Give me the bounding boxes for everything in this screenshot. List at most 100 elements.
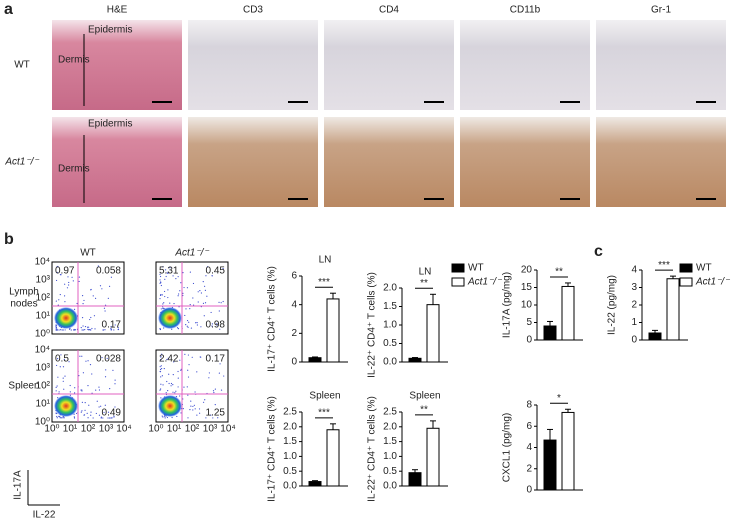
x-tick-label: 10³	[99, 424, 114, 435]
y-tick-label: 1.0	[283, 451, 297, 462]
bar	[427, 428, 439, 486]
event-dot	[183, 408, 184, 409]
y-tick-label: 5	[526, 317, 532, 328]
event-dot	[205, 290, 206, 291]
chart-title: LN	[319, 255, 332, 266]
y-tick-label: 3	[631, 282, 637, 293]
y-tick-label: 0	[526, 485, 532, 496]
event-dot	[204, 315, 205, 316]
y-tick-label: 10²	[36, 293, 51, 304]
event-dot	[205, 302, 206, 303]
event-dot	[74, 417, 75, 418]
stain-label: Gr-1	[651, 5, 671, 16]
histology-image	[324, 20, 454, 110]
histology-image	[188, 117, 318, 207]
event-dot	[91, 328, 92, 329]
significance: **	[420, 278, 428, 289]
event-dot	[195, 322, 196, 323]
event-dot	[71, 329, 72, 330]
event-dot	[162, 294, 163, 295]
event-dot	[182, 272, 183, 273]
event-dot	[160, 397, 161, 398]
event-dot	[109, 286, 110, 287]
chart-title: LN	[419, 267, 432, 278]
bar	[309, 358, 321, 362]
event-dot	[219, 310, 220, 311]
event-dot	[223, 375, 224, 376]
event-dot	[114, 383, 115, 384]
legend-swatch	[452, 264, 464, 272]
event-dot	[211, 312, 212, 313]
event-dot	[180, 412, 181, 413]
event-dot	[223, 301, 224, 302]
y-tick-label: 4	[631, 265, 637, 276]
event-dot	[58, 299, 59, 300]
y-axis-label: IL-22⁺ CD4⁺ T cells (%)	[367, 396, 378, 502]
event-dot	[190, 406, 191, 407]
event-dot	[194, 391, 195, 392]
event-dot	[65, 329, 66, 330]
y-tick-label: 10³	[36, 275, 51, 286]
quadrant-value: 0.45	[206, 266, 226, 277]
event-dot	[82, 303, 83, 304]
bar	[649, 333, 661, 340]
quadrant-value: 0.49	[102, 408, 122, 419]
y-tick-label: 0	[631, 335, 637, 346]
event-dot	[93, 295, 94, 296]
significance: ***	[318, 407, 330, 418]
event-dot	[74, 309, 75, 310]
event-dot	[58, 329, 59, 330]
stain-label: H&E	[107, 5, 128, 16]
event-dot	[87, 385, 88, 386]
event-dot	[167, 297, 168, 298]
histology-image	[324, 117, 454, 207]
y-tick-label: 0.0	[383, 481, 397, 492]
event-dot	[160, 366, 161, 367]
y-tick-label: 2.0	[283, 421, 297, 432]
event-dot	[90, 317, 91, 318]
event-dot	[89, 319, 90, 320]
y-tick-label: 0	[291, 357, 297, 368]
event-dot	[161, 365, 162, 366]
event-dot	[81, 327, 82, 328]
event-dot	[188, 322, 189, 323]
event-dot	[74, 416, 75, 417]
y-tick-label: 1.0	[383, 451, 397, 462]
histology-image	[460, 20, 590, 110]
y-tick-label: 0.5	[283, 466, 297, 477]
event-dot	[95, 298, 96, 299]
y-tick-label: 2	[526, 463, 532, 474]
event-dot	[192, 357, 193, 358]
event-dot	[201, 292, 202, 293]
row-label: WT	[14, 60, 30, 71]
event-dot	[73, 280, 74, 281]
bar	[544, 326, 556, 340]
event-dot	[173, 303, 174, 304]
quadrant-value: 5.31	[159, 266, 179, 277]
event-dot	[198, 301, 199, 302]
event-dot	[60, 417, 61, 418]
event-dot	[199, 290, 200, 291]
x-tick-label: 10³	[203, 424, 218, 435]
event-dot	[68, 282, 69, 283]
event-dot	[187, 287, 188, 288]
y-tick-label: 8	[526, 400, 532, 411]
event-dot	[199, 408, 200, 409]
event-dot	[162, 384, 163, 385]
event-dot	[188, 376, 189, 377]
event-dot	[187, 320, 188, 321]
significance: ***	[318, 277, 330, 288]
column-label: WT	[80, 248, 96, 259]
x-tick-label: 10¹	[63, 424, 78, 435]
event-dot	[184, 315, 185, 316]
event-dot	[91, 289, 92, 290]
x-tick-label: 10²	[185, 424, 200, 435]
event-dot	[76, 413, 77, 414]
event-dot	[85, 326, 86, 327]
y-tick-label: 2.5	[383, 407, 397, 418]
event-dot	[168, 383, 169, 384]
annotation: Dermis	[58, 164, 90, 175]
event-dot	[170, 385, 171, 386]
event-dot	[83, 329, 84, 330]
y-axis-label: IL-22 (pg/mg)	[607, 275, 618, 335]
